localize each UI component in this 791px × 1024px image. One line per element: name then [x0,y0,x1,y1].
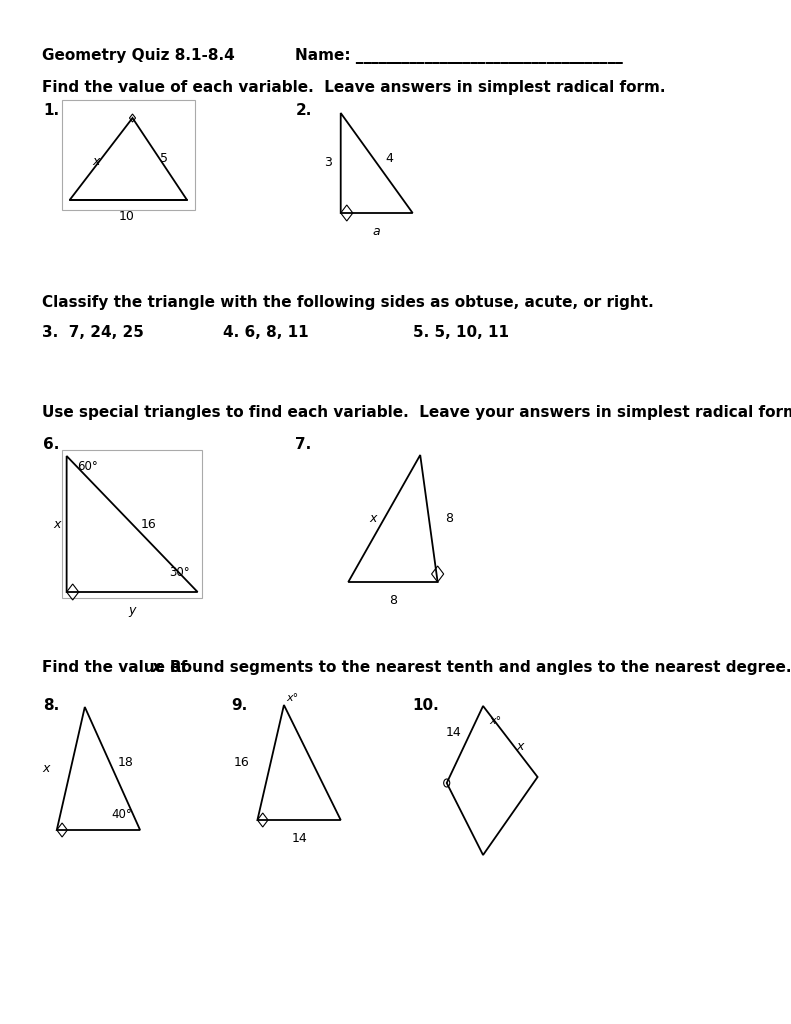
Text: x: x [93,155,100,168]
Text: 10: 10 [119,210,134,223]
Text: Name: ___________________________________: Name: __________________________________… [295,48,623,63]
Text: 40°: 40° [112,808,132,821]
Text: Classify the triangle with the following sides as obtuse, acute, or right.: Classify the triangle with the following… [42,295,653,310]
Bar [62,450,202,598]
Text: x: x [151,660,161,675]
Text: 6.: 6. [44,437,59,452]
Text: 5: 5 [160,152,168,165]
Text: Geometry Quiz 8.1-8.4: Geometry Quiz 8.1-8.4 [42,48,234,63]
Text: 16: 16 [234,756,250,768]
Text: 8.: 8. [44,698,59,713]
Text: Find the value of each variable.  Leave answers in simplest radical form.: Find the value of each variable. Leave a… [42,80,665,95]
Text: x: x [369,512,377,524]
Text: x: x [42,762,49,774]
Text: 18: 18 [118,757,134,769]
Text: 9.: 9. [231,698,247,713]
Text: x°: x° [286,693,298,703]
Text: Use special triangles to find each variable.  Leave your answers in simplest rad: Use special triangles to find each varia… [42,406,791,420]
Text: 8: 8 [445,512,453,524]
Text: 4. 6, 8, 11: 4. 6, 8, 11 [223,325,309,340]
Text: 14: 14 [291,831,307,845]
Text: x°: x° [489,716,501,726]
Text: . Round segments to the nearest tenth and angles to the nearest degree.: . Round segments to the nearest tenth an… [159,660,791,675]
Bar [62,100,195,210]
Text: x: x [53,517,61,530]
Text: 3: 3 [324,157,331,170]
Text: 2.: 2. [295,103,312,118]
Text: 4: 4 [385,152,393,165]
Text: 30°: 30° [168,566,190,579]
Text: 60°: 60° [78,460,98,473]
Text: y: y [128,604,135,617]
Text: 8: 8 [389,594,397,607]
Text: 16: 16 [141,517,157,530]
Text: Find the value of: Find the value of [42,660,192,675]
Text: 14: 14 [445,726,461,739]
Text: 5. 5, 10, 11: 5. 5, 10, 11 [413,325,509,340]
Text: 10.: 10. [413,698,439,713]
Text: 7.: 7. [295,437,312,452]
Text: 3.  7, 24, 25: 3. 7, 24, 25 [42,325,143,340]
Text: 1.: 1. [44,103,59,118]
Text: a: a [373,225,380,238]
Text: x: x [517,739,524,753]
